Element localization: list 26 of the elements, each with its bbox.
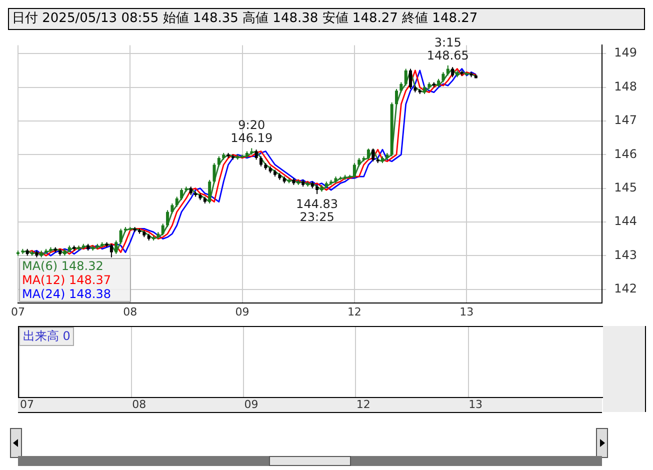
category-label: 09 xyxy=(244,398,258,411)
series-label: MA(12) 148.37 xyxy=(22,272,111,287)
y-tick-label: 148 xyxy=(614,79,637,94)
annotation: 9:20 146.19 xyxy=(230,118,273,146)
category-label: 12 xyxy=(356,398,370,411)
annotation: 3:15 148.65 xyxy=(426,35,469,62)
y-tick-label: 147 xyxy=(614,113,637,128)
x-tick-label: 07 xyxy=(11,305,25,318)
x-tick-label: 13 xyxy=(460,305,474,318)
annotation: 144.83 23:25 xyxy=(296,197,338,224)
y-tick-label: 143 xyxy=(614,248,637,262)
category-label: 08 xyxy=(132,398,146,411)
y-tick-label: 142 xyxy=(614,281,637,296)
category-label: 13 xyxy=(468,398,483,411)
y-tick-label: 146 xyxy=(614,146,637,161)
series-label: MA(6) 148.32 xyxy=(22,258,104,273)
text: MA(24) 148.38 xyxy=(22,286,111,301)
y-tick-label: 145 xyxy=(614,180,637,194)
category-label: 07 xyxy=(20,398,34,411)
x-tick-label: 08 xyxy=(123,305,138,318)
y-tick-label: 144 xyxy=(614,214,637,228)
text: 出来高 0 xyxy=(18,327,74,346)
y-tick-label: 149 xyxy=(614,46,637,60)
x-tick-label: 12 xyxy=(347,305,362,318)
x-tick-label: 09 xyxy=(235,305,250,318)
chart-title: 日付 2025/05/13 08:55 始値 148.35 高値 148.38 安値 148.27 終値 148.27 xyxy=(8,8,645,30)
